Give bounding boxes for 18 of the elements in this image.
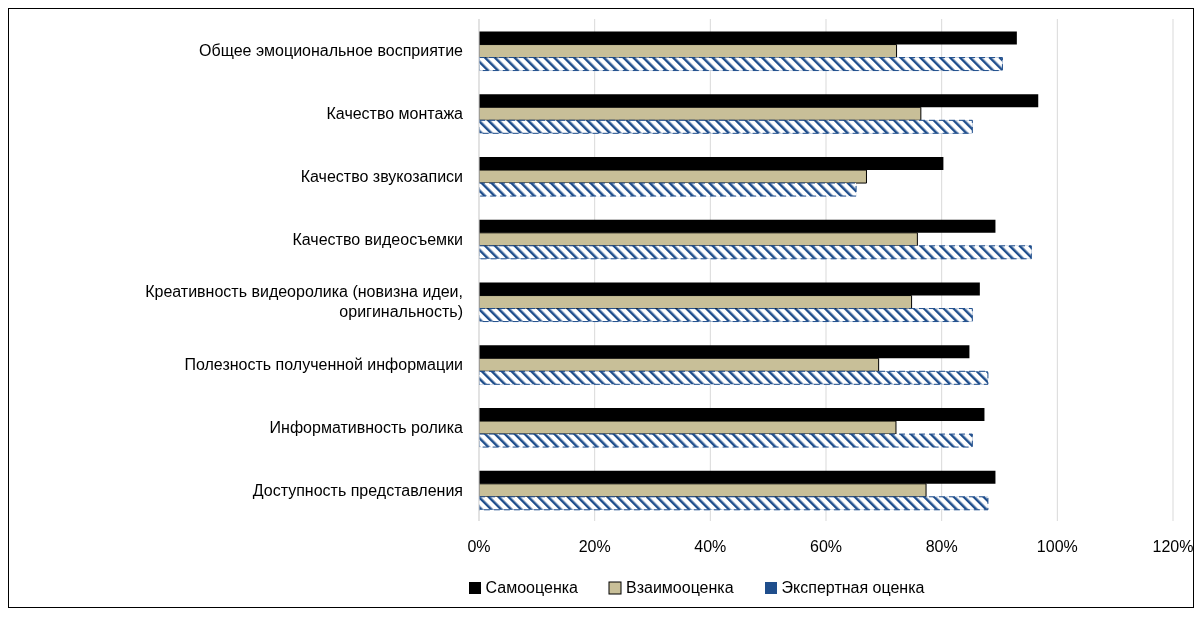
x-tick-label: 120% — [1152, 538, 1194, 556]
y-tick-label: Общее эмоциональное восприятие — [199, 41, 464, 59]
x-tick-label: 60% — [809, 538, 843, 556]
y-tick-label: Качество видеосъемки — [292, 230, 463, 248]
y-tick-label: Качество звукозаписи — [300, 167, 463, 185]
y-tick-label: Полезность полученной информации — [184, 355, 463, 373]
legend-label: Экспертная оценка — [780, 579, 925, 597]
y-tick-label: Креативность видеоролика (новизна идеи, оригинальность) — [145, 282, 463, 320]
x-tick-label: 0% — [467, 538, 491, 556]
legend-label: Взаимооценка — [625, 579, 734, 597]
legend-label: Самооценка — [484, 579, 578, 597]
x-tick-label: 80% — [925, 538, 958, 556]
x-tick-label: 40% — [694, 538, 727, 556]
y-tick-label: Доступность представления — [252, 481, 463, 499]
y-tick-label: Качество монтажа — [326, 104, 464, 122]
x-tick-label: 100% — [1036, 538, 1078, 556]
x-tick-label: 20% — [578, 538, 611, 556]
y-tick-label: Информативность ролика — [269, 418, 464, 436]
